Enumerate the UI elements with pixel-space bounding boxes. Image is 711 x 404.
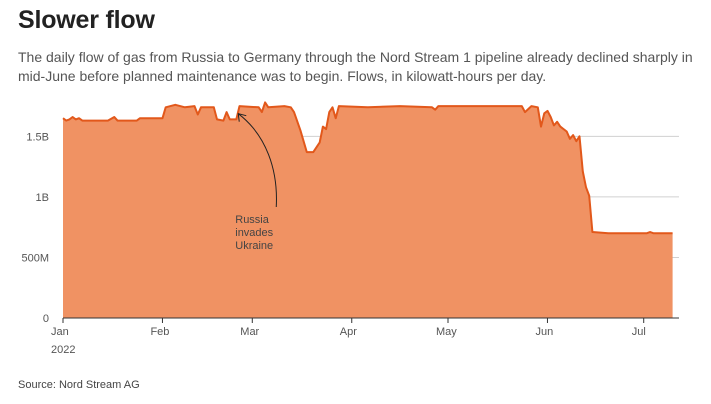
x-tick-label: May: [436, 326, 457, 338]
annotation-label: Russia: [235, 214, 270, 226]
y-tick-label: 500M: [21, 252, 49, 264]
annotation-arrowhead: [237, 113, 247, 122]
y-tick-label: 0: [43, 313, 49, 325]
series-line: [62, 101, 673, 235]
annotation-arrow: [237, 113, 277, 208]
x-tick-label: Feb: [150, 326, 169, 338]
y-tick-label: 1.5B: [26, 131, 49, 143]
x-tick-label: Jan: [51, 326, 69, 338]
chart-title: Slower flow: [18, 6, 155, 34]
x-tick-sublabel: 2022: [51, 344, 75, 356]
x-tick-label: Apr: [340, 326, 357, 338]
y-tick-label: 1B: [36, 192, 49, 204]
y-axis-labels: 0 500M 1B 1.5B: [21, 131, 49, 325]
x-axis-labels: Jan 2022 Feb Mar Apr May Jun Jul: [51, 326, 646, 356]
annotation-label: invades: [235, 227, 273, 239]
annotation-label: Ukraine: [235, 240, 273, 252]
source-note: Source: Nord Stream AG: [18, 379, 140, 391]
x-tick-label: Jul: [632, 326, 646, 338]
x-axis-ticks: [62, 318, 645, 323]
series-area: [63, 102, 673, 319]
chart-subtitle: The daily flow of gas from Russia to Ger…: [18, 49, 693, 84]
x-tick-label: Jun: [535, 326, 553, 338]
x-tick-label: Mar: [240, 326, 259, 338]
area-chart: 0 500M 1B 1.5B Jan 2022 Feb Mar Apr May Jun Jul Ru…: [21, 101, 679, 356]
